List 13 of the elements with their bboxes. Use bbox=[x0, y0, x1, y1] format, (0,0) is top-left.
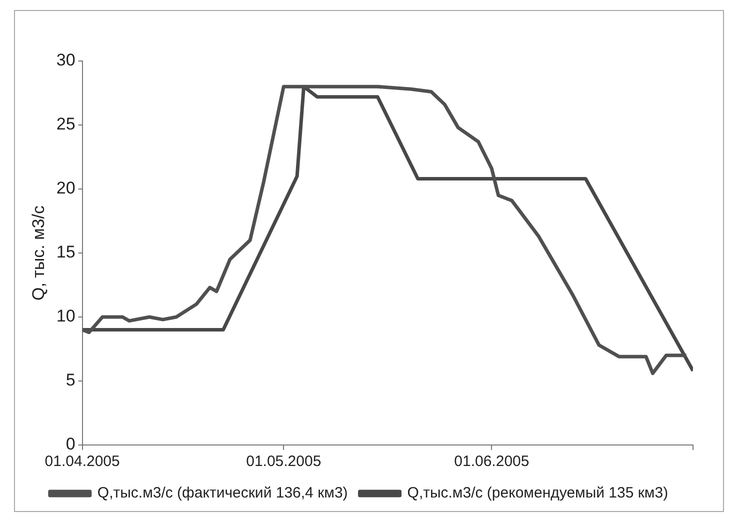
legend-label: Q,тыс.м3/с (фактический 136,4 км3) bbox=[97, 484, 348, 502]
x-tick-label: 01.04.2005 bbox=[44, 453, 120, 470]
y-axis-title: Q, тыс. м3/с bbox=[28, 205, 48, 300]
y-tick-label: 5 bbox=[66, 370, 76, 390]
y-tick-label: 0 bbox=[66, 434, 76, 454]
y-tick-label: 15 bbox=[56, 242, 76, 262]
y-tick-label: 10 bbox=[56, 306, 76, 326]
x-tick-label: 01.05.2005 bbox=[246, 453, 322, 470]
x-tick-label: 01.06.2005 bbox=[454, 453, 530, 470]
legend-label: Q,тыс.м3/с (рекомендуемый 135 км3) bbox=[407, 484, 668, 502]
y-tick-label: 25 bbox=[56, 114, 76, 134]
y-tick-label: 30 bbox=[56, 50, 76, 70]
y-tick-label: 20 bbox=[56, 178, 76, 198]
